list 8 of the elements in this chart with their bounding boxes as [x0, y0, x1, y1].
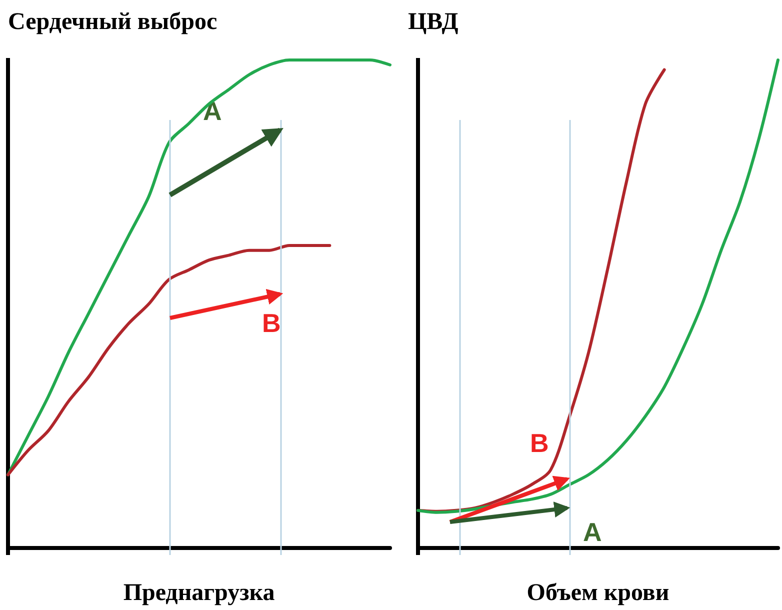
annotation: A: [583, 517, 602, 547]
x-axis-title: Преднагрузка: [123, 580, 275, 606]
y-axis-title: ЦВД: [408, 9, 459, 35]
annotation: A: [203, 96, 222, 126]
annotation: B: [262, 308, 281, 338]
x-axis-title: Объем крови: [526, 580, 670, 606]
y-axis-title: Сердечный выброс: [8, 9, 218, 35]
annotation: B: [530, 428, 549, 458]
